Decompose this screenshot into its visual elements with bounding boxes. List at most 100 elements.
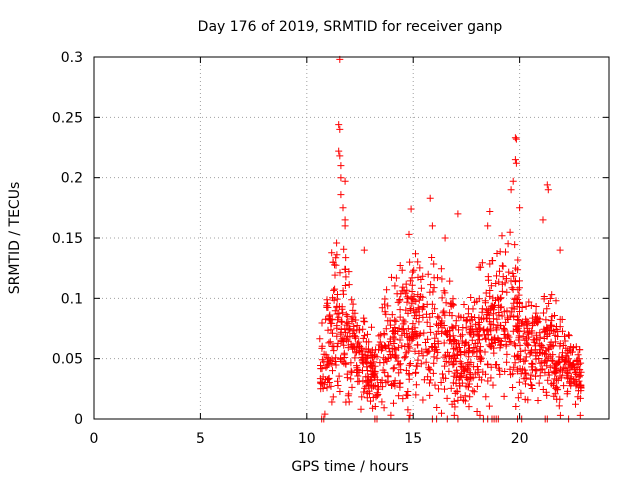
data-point-1162 xyxy=(392,274,400,282)
data-point-1302 xyxy=(336,125,344,133)
data-point-1292 xyxy=(458,337,466,345)
data-point-672 xyxy=(509,384,517,391)
data-point-1233 xyxy=(320,350,328,358)
data-point-351 xyxy=(511,359,519,367)
data-point-1237 xyxy=(331,358,339,365)
data-point-1021 xyxy=(490,349,498,357)
data-point-1185 xyxy=(427,281,435,289)
data-point-429 xyxy=(521,346,529,354)
data-point-1157 xyxy=(342,398,350,406)
data-point-325 xyxy=(321,410,329,418)
data-point-1074 xyxy=(504,331,512,339)
data-point-833 xyxy=(395,324,403,332)
data-point-1031 xyxy=(358,393,366,401)
data-point-560 xyxy=(449,379,457,387)
data-point-1096 xyxy=(503,358,511,366)
data-point-1311 xyxy=(341,222,349,230)
data-point-246 xyxy=(331,285,339,293)
data-point-1014 xyxy=(336,269,344,277)
data-point-708 xyxy=(434,327,442,335)
data-point-1321 xyxy=(511,134,519,142)
data-point-879 xyxy=(414,273,422,281)
data-point-1258 xyxy=(364,373,372,381)
y-tick-label-4: 0.2 xyxy=(61,171,83,187)
data-point-317 xyxy=(426,313,434,321)
data-point-1163 xyxy=(443,394,451,402)
data-point-748 xyxy=(368,381,376,389)
data-point-1048 xyxy=(551,338,559,346)
data-point-1220 xyxy=(407,306,415,314)
data-point-1170 xyxy=(373,389,381,397)
data-point-283 xyxy=(406,411,414,419)
data-point-1010 xyxy=(473,408,481,415)
data-point-696 xyxy=(428,343,436,350)
data-point-1192 xyxy=(495,364,503,372)
data-point-558 xyxy=(434,313,442,321)
data-point-1227 xyxy=(549,351,557,359)
data-point-1147 xyxy=(319,373,327,381)
data-point-951 xyxy=(467,294,475,301)
data-point-346 xyxy=(457,332,465,340)
data-point-1148 xyxy=(538,342,546,350)
data-point-1098 xyxy=(363,389,371,397)
data-point-449 xyxy=(508,284,516,292)
data-point-589 xyxy=(519,332,527,340)
data-point-881 xyxy=(542,316,550,324)
data-point-735 xyxy=(550,392,558,400)
data-point-1239 xyxy=(569,360,577,368)
data-point-1156 xyxy=(518,304,526,311)
data-point-981 xyxy=(509,327,517,335)
data-point-1095 xyxy=(431,381,439,389)
data-point-1175 xyxy=(470,344,478,351)
data-point-668 xyxy=(361,384,369,392)
data-point-1330 xyxy=(544,186,552,194)
data-point-1159 xyxy=(380,404,388,412)
data-point-1193 xyxy=(540,325,548,333)
data-point-980 xyxy=(398,287,406,295)
data-point-967 xyxy=(453,352,461,359)
data-point-199 xyxy=(330,286,338,294)
data-point-116 xyxy=(408,288,416,295)
data-point-1065 xyxy=(497,304,505,312)
data-point-797 xyxy=(500,392,508,400)
data-point-962 xyxy=(428,310,436,317)
data-point-1264 xyxy=(396,379,404,387)
data-point-567 xyxy=(404,340,412,348)
data-point-1310 xyxy=(341,216,349,224)
data-point-687 xyxy=(381,368,389,376)
data-point-1201 xyxy=(520,321,528,329)
data-point-430 xyxy=(556,323,564,331)
data-point-1117 xyxy=(449,361,457,369)
data-point-1121 xyxy=(317,365,325,373)
data-point-1128 xyxy=(563,366,571,374)
data-point-299 xyxy=(438,409,445,417)
data-point-873 xyxy=(473,352,481,360)
axis-ticks: 0 0.05 0.1 0.15 0.2 0.25 0.3 0 5 10 15 20 xyxy=(52,50,609,447)
data-point-1325 xyxy=(509,177,517,185)
data-point-1091 xyxy=(365,345,372,353)
data-point-1026 xyxy=(457,363,465,371)
data-point-498 xyxy=(333,332,341,340)
data-point-70 xyxy=(512,264,520,272)
data-point-933 xyxy=(347,341,355,349)
data-point-1256 xyxy=(392,327,399,335)
data-point-971 xyxy=(546,295,554,302)
data-point-931 xyxy=(465,328,473,336)
data-point-936 xyxy=(516,298,523,306)
data-point-1246 xyxy=(404,325,412,333)
data-point-450 xyxy=(437,265,445,273)
data-point-1247 xyxy=(526,350,534,358)
data-point-1308 xyxy=(337,191,345,199)
x-tick-label-4: 20 xyxy=(511,431,529,447)
y-tick-label-5: 0.25 xyxy=(52,110,83,126)
data-point-1182 xyxy=(492,280,500,287)
data-point-1313 xyxy=(407,205,415,213)
data-point-647 xyxy=(402,391,410,399)
data-point-1151 xyxy=(546,341,554,349)
data-point-814 xyxy=(486,287,494,294)
data-point-1211 xyxy=(443,330,451,338)
data-point-1043 xyxy=(522,302,530,310)
data-point-704 xyxy=(474,366,482,374)
data-point-1261 xyxy=(356,346,364,354)
data-point-1081 xyxy=(479,326,487,334)
